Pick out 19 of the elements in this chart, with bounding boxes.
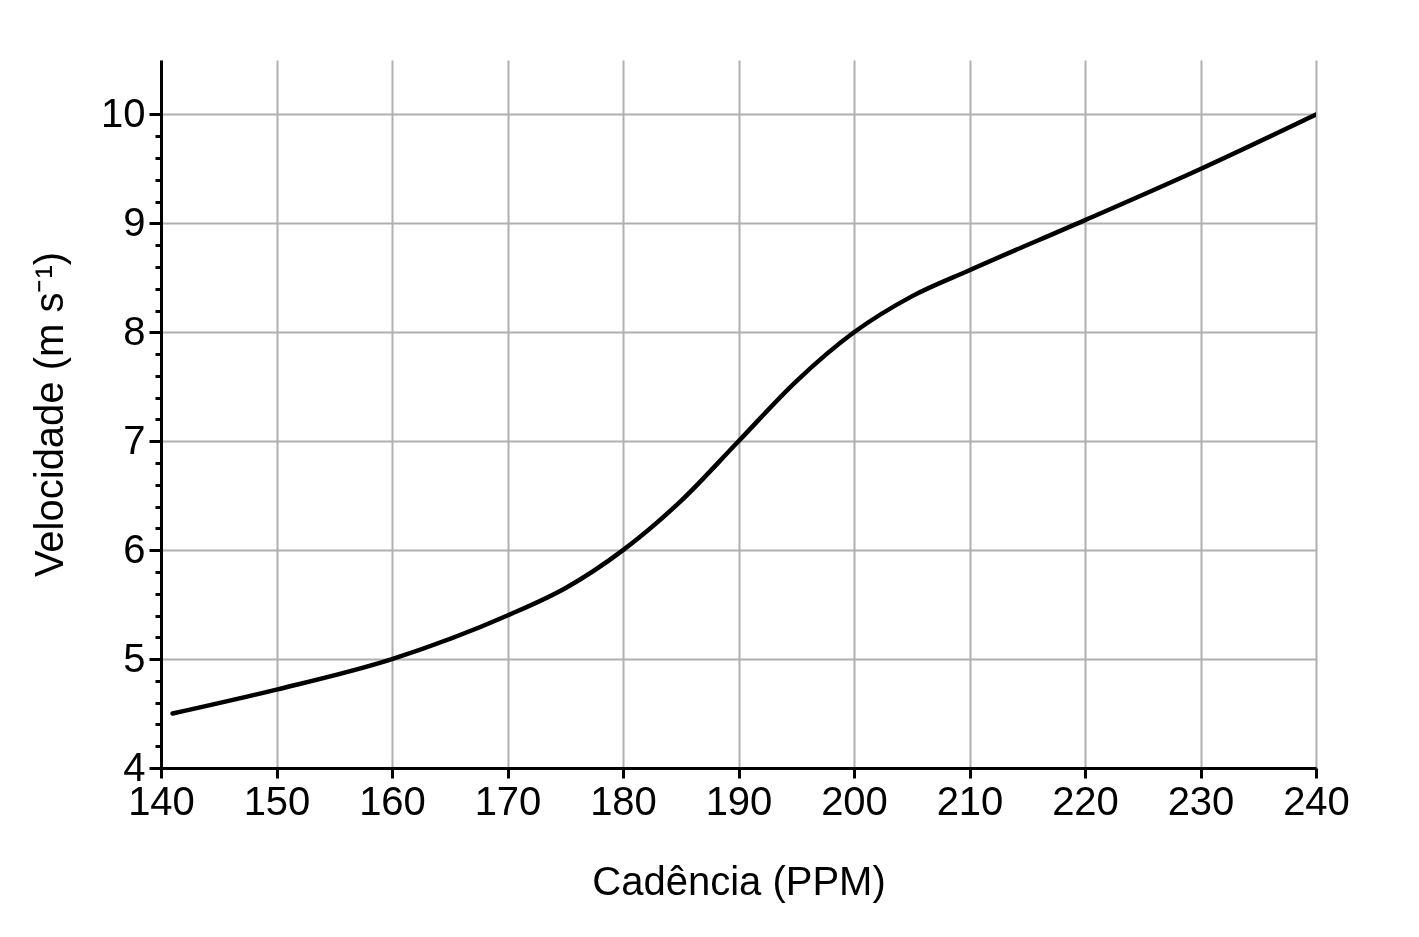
x-tick-label: 230 bbox=[1167, 778, 1235, 823]
x-tick-label: 150 bbox=[243, 778, 311, 823]
y-axis-title: Velocidade (m s⁻¹) bbox=[27, 251, 72, 578]
x-tick-label: 220 bbox=[1052, 778, 1119, 823]
y-tick-label: 7 bbox=[123, 417, 146, 462]
y-tick-label: 6 bbox=[123, 526, 146, 571]
y-tick-label: 5 bbox=[123, 635, 146, 680]
x-tick-label: 210 bbox=[936, 778, 1004, 823]
y-tick-label: 9 bbox=[123, 199, 146, 244]
x-tick-label: 240 bbox=[1283, 778, 1350, 823]
line-series bbox=[170, 112, 1316, 716]
x-tick-label: 170 bbox=[474, 778, 542, 823]
x-tick-label: 180 bbox=[590, 778, 657, 823]
x-tick-label: 160 bbox=[359, 778, 426, 823]
x-axis-title: Cadência (PPM) bbox=[592, 858, 886, 903]
x-tick-label: 200 bbox=[821, 778, 888, 823]
x-tick-label: 190 bbox=[705, 778, 773, 823]
y-tick-label: 10 bbox=[101, 90, 146, 135]
y-tick-label: 8 bbox=[123, 308, 146, 353]
